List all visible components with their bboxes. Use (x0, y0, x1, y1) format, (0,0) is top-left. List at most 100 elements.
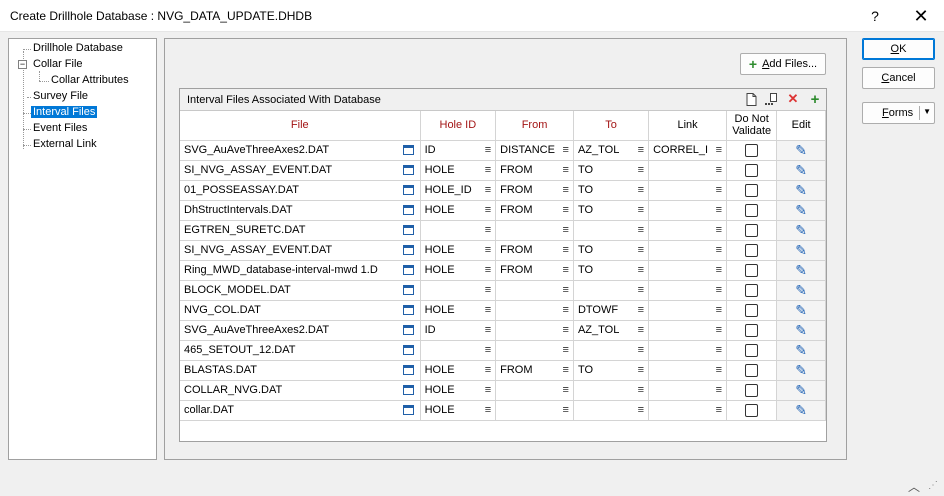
to-cell[interactable]: AZ_TOL ≡ (573, 140, 650, 161)
help-button[interactable]: ? (852, 0, 898, 32)
field-list-icon[interactable]: ≡ (715, 223, 723, 236)
edit-button[interactable]: ✎ (776, 280, 826, 301)
from-cell[interactable]: ≡ (495, 280, 574, 301)
from-cell[interactable]: ≡ (495, 220, 574, 241)
link-cell[interactable]: ≡ (648, 400, 728, 421)
to-cell[interactable]: TO ≡ (573, 260, 650, 281)
field-list-icon[interactable]: ≡ (484, 183, 492, 196)
edit-button[interactable]: ✎ (776, 200, 826, 221)
field-list-icon[interactable]: ≡ (715, 283, 723, 296)
edit-button[interactable]: ✎ (776, 160, 826, 181)
from-cell[interactable]: FROM ≡ (495, 200, 574, 221)
to-cell[interactable]: ≡ (573, 380, 650, 401)
field-list-icon[interactable]: ≡ (637, 383, 645, 396)
file-cell[interactable]: SVG_AuAveThreeAxes2.DAT (180, 140, 421, 161)
field-list-icon[interactable]: ≡ (637, 183, 645, 196)
hole-id-cell[interactable]: HOLE ≡ (419, 240, 497, 261)
to-cell[interactable]: DTOWF ≡ (573, 300, 650, 321)
column-header-do-not-validate[interactable]: Do Not Validate (726, 111, 778, 141)
hole-id-cell[interactable]: HOLE ≡ (419, 260, 497, 281)
field-list-icon[interactable]: ≡ (484, 243, 492, 256)
field-list-icon[interactable]: ≡ (637, 263, 645, 276)
hole-id-cell[interactable]: ≡ (419, 220, 497, 241)
file-cell[interactable]: SI_NVG_ASSAY_EVENT.DAT (180, 160, 421, 181)
column-header-to[interactable]: To (573, 111, 650, 141)
collapse-toggle-icon[interactable]: − (18, 59, 27, 69)
field-list-icon[interactable]: ≡ (562, 383, 569, 396)
do-not-validate-checkbox[interactable] (745, 263, 759, 277)
column-header-link[interactable]: Link (648, 111, 728, 141)
add-files-button[interactable]: + Add Files... (740, 53, 826, 75)
hole-id-cell[interactable]: ≡ (419, 280, 497, 301)
field-list-icon[interactable]: ≡ (715, 163, 723, 176)
field-list-icon[interactable]: ≡ (484, 363, 492, 376)
browse-file-icon[interactable] (402, 184, 414, 195)
tree-item-survey-file[interactable]: Survey File (31, 89, 90, 104)
browse-file-icon[interactable] (402, 264, 414, 275)
field-list-icon[interactable]: ≡ (715, 263, 723, 276)
file-cell[interactable]: collar.DAT (180, 400, 421, 421)
link-cell[interactable]: ≡ (648, 220, 728, 241)
tree-item-drillhole-database[interactable]: Drillhole Database (31, 41, 125, 56)
field-list-icon[interactable]: ≡ (562, 163, 569, 176)
file-cell[interactable]: 465_SETOUT_12.DAT (180, 340, 421, 361)
to-cell[interactable]: TO ≡ (573, 200, 650, 221)
field-list-icon[interactable]: ≡ (562, 403, 569, 416)
ok-button[interactable]: OK (862, 38, 935, 60)
field-list-icon[interactable]: ≡ (637, 143, 645, 156)
do-not-validate-checkbox[interactable] (745, 183, 759, 197)
field-list-icon[interactable]: ≡ (562, 363, 569, 376)
to-cell[interactable]: TO ≡ (573, 360, 650, 381)
browse-file-icon[interactable] (402, 404, 414, 415)
hole-id-cell[interactable]: HOLE ≡ (419, 200, 497, 221)
browse-file-icon[interactable] (402, 224, 414, 235)
file-cell[interactable]: BLASTAS.DAT (180, 360, 421, 381)
link-cell[interactable]: ≡ (648, 180, 728, 201)
field-list-icon[interactable]: ≡ (715, 183, 723, 196)
link-cell[interactable]: ≡ (648, 340, 728, 361)
edit-button[interactable]: ✎ (776, 260, 826, 281)
tree-item-collar-attributes[interactable]: Collar Attributes (49, 73, 131, 88)
file-cell[interactable]: NVG_COL.DAT (180, 300, 421, 321)
field-list-icon[interactable]: ≡ (562, 203, 569, 216)
do-not-validate-checkbox[interactable] (745, 383, 759, 397)
field-list-icon[interactable]: ≡ (715, 243, 723, 256)
from-cell[interactable]: ≡ (495, 320, 574, 341)
field-list-icon[interactable]: ≡ (484, 323, 492, 336)
link-cell[interactable]: ≡ (648, 200, 728, 221)
link-cell[interactable]: ≡ (648, 240, 728, 261)
field-list-icon[interactable]: ≡ (637, 203, 645, 216)
to-cell[interactable]: TO ≡ (573, 160, 650, 181)
from-cell[interactable]: ≡ (495, 400, 574, 421)
field-list-icon[interactable]: ≡ (715, 403, 723, 416)
chevron-down-icon[interactable]: ▼ (923, 107, 931, 116)
file-cell[interactable]: Ring_MWD_database-interval-mwd 1.D (180, 260, 421, 281)
add-icon[interactable]: + (810, 90, 820, 108)
field-list-icon[interactable]: ≡ (484, 143, 492, 156)
file-cell[interactable]: EGTREN_SURETC.DAT (180, 220, 421, 241)
hole-id-cell[interactable]: ≡ (419, 340, 497, 361)
link-cell[interactable]: ≡ (648, 260, 728, 281)
tree-item-collar-file[interactable]: Collar File (31, 57, 85, 72)
column-header-file[interactable]: File (180, 111, 421, 141)
field-list-icon[interactable]: ≡ (484, 343, 492, 356)
from-cell[interactable]: ≡ (495, 300, 574, 321)
do-not-validate-checkbox[interactable] (745, 143, 759, 157)
field-list-icon[interactable]: ≡ (484, 383, 492, 396)
link-cell[interactable]: ≡ (648, 160, 728, 181)
hole-id-cell[interactable]: HOLE_ID ≡ (419, 180, 497, 201)
field-list-icon[interactable]: ≡ (562, 343, 569, 356)
field-list-icon[interactable]: ≡ (484, 163, 492, 176)
to-cell[interactable]: ≡ (573, 400, 650, 421)
do-not-validate-checkbox[interactable] (745, 223, 759, 237)
browse-file-icon[interactable] (402, 384, 414, 395)
file-cell[interactable]: 01_POSSEASSAY.DAT (180, 180, 421, 201)
field-list-icon[interactable]: ≡ (562, 303, 569, 316)
cancel-button[interactable]: Cancel (862, 67, 935, 89)
field-list-icon[interactable]: ≡ (637, 323, 645, 336)
browse-file-icon[interactable] (402, 324, 414, 335)
link-cell[interactable]: ≡ (648, 280, 728, 301)
from-cell[interactable]: FROM ≡ (495, 260, 574, 281)
resize-grip-icon[interactable]: ⋰ (928, 480, 938, 491)
from-cell[interactable]: FROM ≡ (495, 160, 574, 181)
